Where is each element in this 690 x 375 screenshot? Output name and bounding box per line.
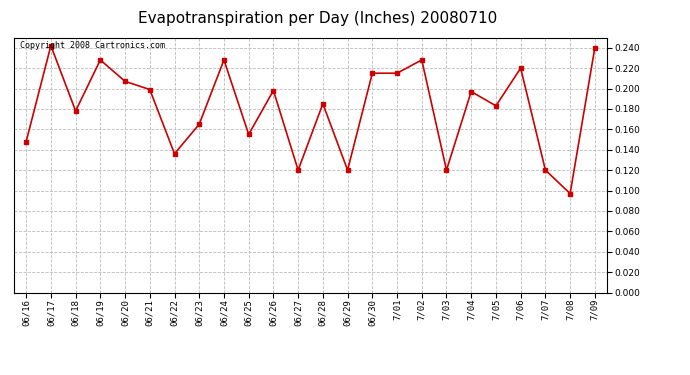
Text: Evapotranspiration per Day (Inches) 20080710: Evapotranspiration per Day (Inches) 2008… <box>138 11 497 26</box>
Text: Copyright 2008 Cartronics.com: Copyright 2008 Cartronics.com <box>20 41 165 50</box>
